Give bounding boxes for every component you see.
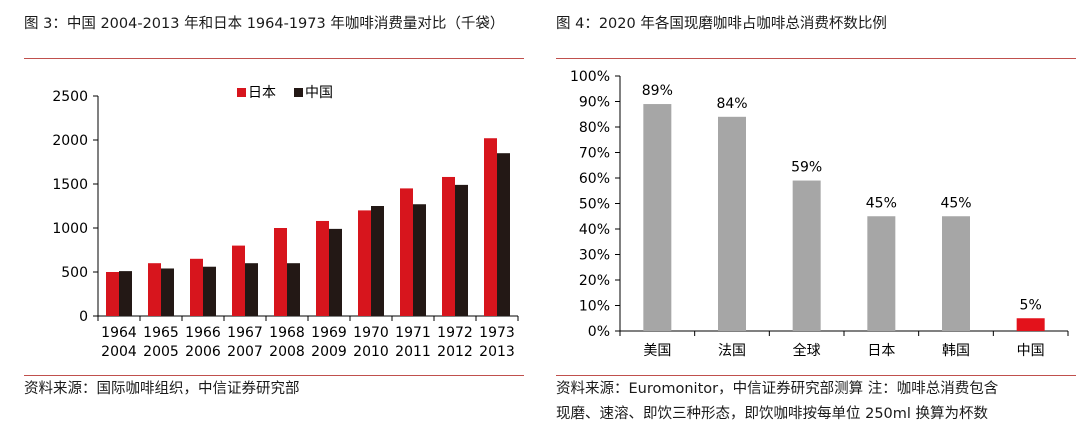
china-bar xyxy=(329,228,342,316)
legend-label-japan: 日本 xyxy=(248,85,276,101)
bar-data-label: 45% xyxy=(940,195,971,211)
y-tick-label: 0 xyxy=(79,309,88,325)
x-tick-label-bottom: 2009 xyxy=(311,344,347,360)
right-bar-chart: 0% 10% 20% 30% 40% 50% 60% 70% 80% 90% 100% 89% 美国 84… xyxy=(570,69,1069,359)
japan-bar xyxy=(274,228,287,316)
legend-swatch-japan xyxy=(237,88,246,97)
x-tick-label-top: 1967 xyxy=(227,325,263,341)
x-tick-label-bottom: 2010 xyxy=(353,344,389,360)
bar-data-label: 89% xyxy=(642,83,673,99)
bar xyxy=(867,216,896,331)
y-tick-label: 30% xyxy=(579,248,610,264)
x-tick-label-bottom: 2006 xyxy=(185,344,221,360)
left-title-rule xyxy=(24,58,524,59)
japan-bar xyxy=(232,245,245,316)
x-tick-label: 美国 xyxy=(643,343,671,359)
y-tick-label: 1500 xyxy=(52,177,88,193)
bar xyxy=(942,216,970,331)
x-tick-label-top: 1970 xyxy=(353,325,389,341)
china-bar xyxy=(413,204,426,316)
japan-bar xyxy=(190,258,203,316)
y-tick-label: 2500 xyxy=(52,89,88,105)
y-tick-label: 1000 xyxy=(52,221,88,237)
bar-data-label: 5% xyxy=(1020,297,1042,313)
x-tick-label: 韩国 xyxy=(942,343,970,359)
x-tick-label-bottom: 2012 xyxy=(437,344,473,360)
bar xyxy=(718,116,746,331)
x-tick-label-bottom: 2004 xyxy=(101,344,137,360)
japan-bar xyxy=(484,138,497,316)
y-tick-label: 500 xyxy=(61,265,88,281)
x-tick-label-bottom: 2011 xyxy=(395,344,431,360)
right-figure-panel: 图 4：2020 年各国现磨咖啡占咖啡总消费杯数比例 0% 10% 20% 30% 40… xyxy=(556,0,1080,434)
right-source-note-line2: 现磨、速溶、即饮三种形态，即饮咖啡按每单位 250ml 换算为杯数 xyxy=(556,406,989,422)
y-tick-label: 2000 xyxy=(52,133,88,149)
x-tick-label: 日本 xyxy=(867,343,895,359)
x-tick-label-top: 1971 xyxy=(395,325,431,341)
x-tick-label-bottom: 2007 xyxy=(227,344,263,360)
x-tick-label-bottom: 2005 xyxy=(143,344,179,360)
right-source-note-line1: 资料来源：Euromonitor，中信证券研究部测算 注：咖啡总消费包含 xyxy=(556,381,999,397)
x-tick-label-top: 1968 xyxy=(269,325,305,341)
japan-bar xyxy=(148,263,161,316)
left-figure-panel: 图 3：中国 2004-2013 年和日本 1964-1973 年咖啡消费量对比… xyxy=(0,0,530,434)
bar xyxy=(792,180,821,331)
japan-bar xyxy=(400,188,413,316)
x-tick-label-top: 1973 xyxy=(479,325,515,341)
bar-data-label: 59% xyxy=(791,160,822,176)
y-tick-label: 0% xyxy=(588,324,610,340)
x-tick-label: 全球 xyxy=(793,342,821,359)
x-tick-label-bottom: 2008 xyxy=(269,344,305,360)
y-tick-label: 70% xyxy=(579,146,610,162)
x-tick-label-top: 1965 xyxy=(143,325,179,341)
y-tick-label: 80% xyxy=(579,120,610,136)
y-tick-label: 40% xyxy=(579,222,610,238)
x-tick-label-top: 1972 xyxy=(437,325,473,341)
japan-bar xyxy=(442,176,455,316)
y-tick-label: 60% xyxy=(579,171,610,187)
china-bar xyxy=(203,266,216,316)
china-bar xyxy=(119,271,132,316)
china-bar xyxy=(161,268,174,316)
legend-swatch-china xyxy=(294,88,303,97)
right-title-rule xyxy=(556,58,1076,59)
x-tick-label: 法国 xyxy=(718,343,746,359)
left-source-note: 资料来源：国际咖啡组织，中信证券研究部 xyxy=(24,381,300,397)
china-bar xyxy=(287,263,300,316)
right-source-rule xyxy=(556,375,1076,376)
y-tick-label: 10% xyxy=(579,299,610,315)
x-tick-label: 中国 xyxy=(1017,343,1045,359)
y-tick-label: 50% xyxy=(579,197,610,213)
bar-data-label: 84% xyxy=(716,96,747,112)
legend-label-china: 中国 xyxy=(305,85,333,101)
x-tick-label-top: 1969 xyxy=(311,325,347,341)
bar-data-label: 45% xyxy=(866,195,897,211)
x-tick-label-top: 1964 xyxy=(101,325,137,341)
left-figure-title: 图 3：中国 2004-2013 年和日本 1964-1973 年咖啡消费量对比… xyxy=(24,16,505,32)
china-bar xyxy=(371,206,384,316)
japan-bar xyxy=(358,210,371,316)
x-tick-label-top: 1966 xyxy=(185,325,221,341)
chart-legend: 日本 中国 xyxy=(237,85,333,101)
right-figure-title: 图 4：2020 年各国现磨咖啡占咖啡总消费杯数比例 xyxy=(556,16,887,32)
left-bar-chart: 0 500 1000 1500 2000 2500 1964 2004 1965 2005 1966… xyxy=(52,85,519,360)
japan-bar xyxy=(106,272,119,316)
x-tick-label-bottom: 2013 xyxy=(479,344,515,360)
china-bar xyxy=(497,153,510,316)
japan-bar xyxy=(316,220,329,316)
left-source-rule xyxy=(24,375,524,376)
y-tick-label: 90% xyxy=(579,95,610,111)
china-bar xyxy=(245,263,258,316)
bar xyxy=(643,104,672,331)
bar xyxy=(1016,318,1045,331)
china-bar xyxy=(455,184,468,316)
y-tick-label: 100% xyxy=(570,69,610,85)
y-tick-label: 20% xyxy=(579,273,610,289)
